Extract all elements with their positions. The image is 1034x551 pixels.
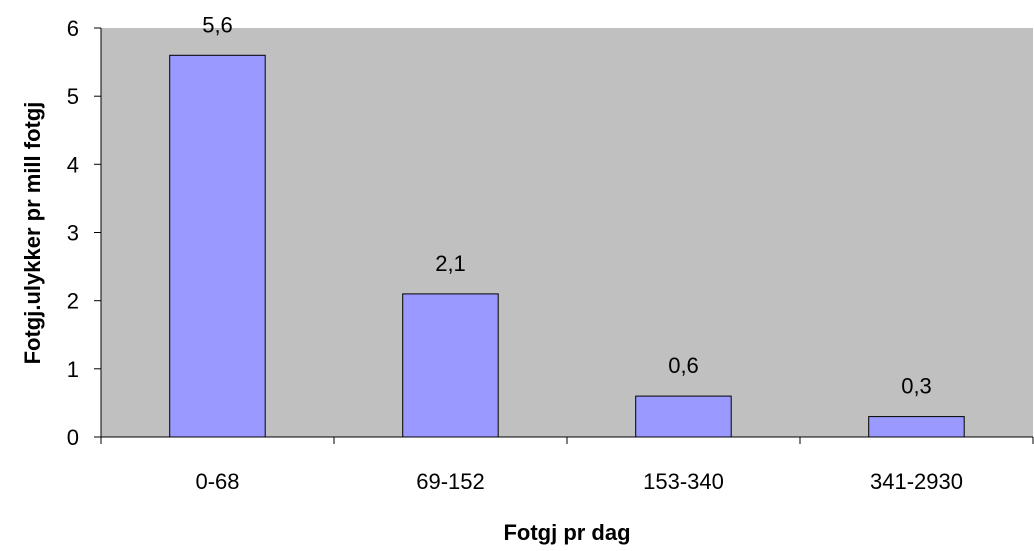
y-tick-label-4: 4 bbox=[67, 152, 79, 177]
bar-69-152 bbox=[402, 293, 499, 438]
y-ticks-group: 0 1 2 3 4 5 6 bbox=[67, 16, 101, 450]
x-tick-label-341-2930: 341-2930 bbox=[870, 469, 963, 494]
y-tick-label-6: 6 bbox=[67, 16, 79, 41]
bar-0-68 bbox=[169, 54, 266, 438]
y-tick-label-2: 2 bbox=[67, 289, 79, 314]
data-labels-group: 5,6 2,1 0,6 0,3 bbox=[202, 12, 932, 398]
data-label-0-68: 5,6 bbox=[202, 12, 233, 37]
data-label-69-152: 2,1 bbox=[435, 251, 466, 276]
data-label-341-2930: 0,3 bbox=[901, 374, 932, 399]
bar-153-340 bbox=[635, 395, 732, 438]
x-tick-label-0-68: 0-68 bbox=[195, 469, 239, 494]
x-tick-label-69-152: 69-152 bbox=[416, 469, 485, 494]
y-tick-label-0: 0 bbox=[67, 425, 79, 450]
y-tick-label-1: 1 bbox=[67, 357, 79, 382]
x-tick-label-153-340: 153-340 bbox=[643, 469, 724, 494]
data-label-153-340: 0,6 bbox=[668, 353, 699, 378]
y-tick-label-3: 3 bbox=[67, 221, 79, 246]
x-axis-title: Fotgj pr dag bbox=[503, 520, 630, 545]
bar-341-2930 bbox=[868, 416, 965, 438]
x-ticks-group: 0-68 69-152 153-340 341-2930 bbox=[100, 437, 1034, 494]
y-axis-title: Fotgj.ulykker pr mill fotgj bbox=[20, 102, 45, 365]
bars-group bbox=[169, 54, 965, 438]
y-tick-label-5: 5 bbox=[67, 84, 79, 109]
